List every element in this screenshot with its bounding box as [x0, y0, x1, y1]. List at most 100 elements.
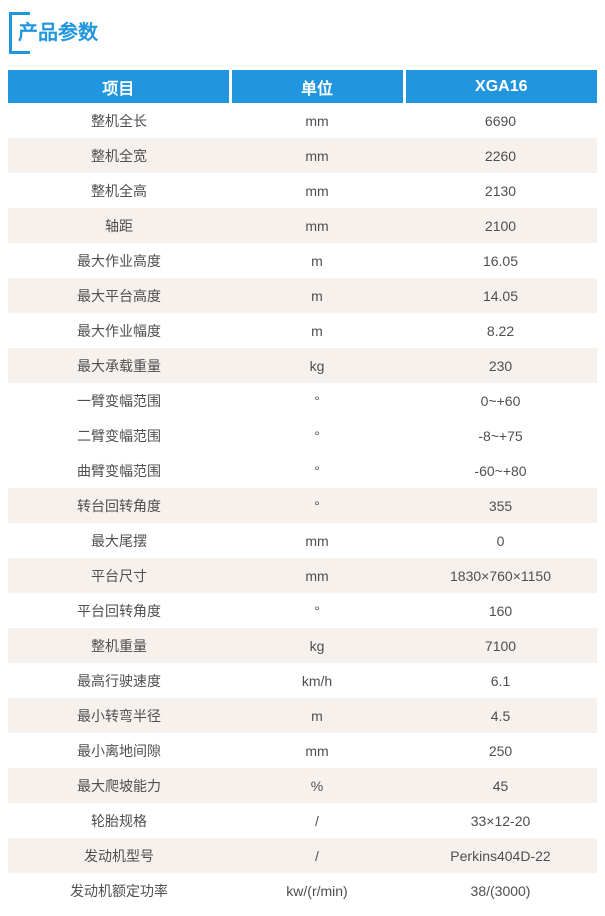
item-cell: 二臂变幅范围 [77, 427, 161, 444]
unit-cell: km/h [301, 672, 333, 689]
section-header: 产品参数 [9, 12, 98, 54]
unit-cell: mm [305, 147, 329, 164]
value-cell: 7100 [484, 637, 517, 654]
item-cell: 最大作业高度 [77, 252, 161, 269]
table-row: 最大作业幅度 m 8.22 [8, 313, 597, 348]
value-cell: 160 [488, 602, 513, 619]
table-row: 轮胎规格 / 33×12-20 [8, 803, 597, 838]
unit-cell: mm [305, 532, 329, 549]
value-cell: 33×12-20 [470, 812, 531, 829]
table-row: 最大爬坡能力% 45 [8, 768, 597, 803]
unit-cell: m [311, 287, 323, 304]
value-cell: 8.22 [486, 322, 515, 339]
item-cell: 整机重量 [91, 637, 147, 654]
spec-table: 项目 单位 XGA16 整机全长 mm 6690 整机全宽 mm 2260 整机全高 mm 21… [8, 70, 597, 908]
table-row: 一臂变幅范围 ° 0~+60 [8, 383, 597, 418]
table-row: 最大尾摆 mm 0 [8, 523, 597, 558]
table-row: 最高行驶速度 km/h 6.1 [8, 663, 597, 698]
unit-cell: % [310, 777, 324, 794]
value-cell: 45 [492, 777, 509, 794]
value-cell: 14.05 [482, 287, 519, 304]
unit-cell: ° [314, 602, 320, 619]
value-cell: 4.5 [490, 707, 511, 724]
unit-cell: mm [305, 112, 329, 129]
table-row: 平台尺寸 mm 1830×760×1150 [8, 558, 597, 593]
unit-cell: mm [305, 742, 329, 759]
table-row: 转台回转角度 ° 355 [8, 488, 597, 523]
value-cell: 16.05 [482, 252, 519, 269]
value-cell: 2130 [484, 182, 517, 199]
value-cell: 230 [488, 357, 513, 374]
table-row: 发动机型号 / Perkins404D-22 [8, 838, 597, 873]
item-cell: 平台回转角度 [77, 602, 161, 619]
title-bracket-decoration [9, 12, 30, 54]
column-header-item: 项目 [8, 70, 230, 103]
unit-cell: ° [314, 462, 320, 479]
table-row: 轴距 mm 2100 [8, 208, 597, 243]
item-cell: 转台回转角度 [77, 497, 161, 514]
table-row: 最小转弯半径 m 4.5 [8, 698, 597, 733]
value-cell: 0~+60 [480, 392, 521, 409]
item-cell: 最大爬坡能力 [77, 777, 161, 794]
table-row: 整机全高 mm 2130 [8, 173, 597, 208]
table-header-row: 项目 单位 XGA16 [8, 70, 597, 103]
item-cell: 轴距 [105, 217, 133, 234]
unit-cell: kg [309, 637, 325, 654]
item-cell: 轮胎规格 [91, 812, 147, 829]
value-cell: -60~+80 [474, 462, 527, 479]
item-cell: 最大平台高度 [77, 287, 161, 304]
value-cell: -8~+75 [478, 427, 523, 444]
unit-cell: mm [305, 567, 329, 584]
table-row: 发动机额定功率 kw/(r/min) 38/(3000) [8, 873, 597, 908]
table-row: 二臂变幅范围 ° -8~+75 [8, 418, 597, 453]
unit-cell: kg [309, 357, 325, 374]
column-header-model: XGA16 [402, 70, 597, 103]
table-row: 最大作业高度 m 16.05 [8, 243, 597, 278]
item-cell: 最小离地间隙 [77, 742, 161, 759]
item-cell: 一臂变幅范围 [77, 392, 161, 409]
value-cell: 6690 [484, 112, 517, 129]
value-cell: 0 [496, 532, 505, 549]
item-cell: 整机全高 [91, 182, 147, 199]
unit-cell: mm [305, 217, 329, 234]
table-row: 最大承载重量 kg 230 [8, 348, 597, 383]
table-row: 平台回转角度 ° 160 [8, 593, 597, 628]
item-cell: 整机全宽 [91, 147, 147, 164]
unit-cell: / [315, 847, 319, 864]
unit-cell: m [311, 707, 323, 724]
item-cell: 最大作业幅度 [77, 322, 161, 339]
item-cell: 发动机型号 [84, 847, 154, 864]
item-cell: 最高行驶速度 [77, 672, 161, 689]
table-row: 整机重量 kg 7100 [8, 628, 597, 663]
unit-cell: ° [314, 497, 320, 514]
value-cell: 355 [488, 497, 513, 514]
unit-cell: ° [314, 392, 320, 409]
unit-cell: kw/(r/min) [286, 882, 348, 899]
value-cell: 1830×760×1150 [450, 567, 551, 584]
value-cell: 38/(3000) [470, 882, 531, 899]
unit-cell: m [311, 252, 323, 269]
item-cell: 最小转弯半径 [77, 707, 161, 724]
unit-cell: ° [314, 427, 320, 444]
unit-cell: mm [305, 182, 329, 199]
value-cell: 2260 [484, 147, 517, 164]
unit-cell: m [311, 322, 323, 339]
value-cell: 6.1 [490, 672, 511, 689]
table-row: 最大平台高度 m 14.05 [8, 278, 597, 313]
item-cell: 最大承载重量 [77, 357, 161, 374]
item-cell: 曲臂变幅范围 [77, 462, 161, 479]
item-cell: 整机全长 [91, 112, 147, 129]
spec-table-body: 整机全长 mm 6690 整机全宽 mm 2260 整机全高 mm 2130 轴距 mm 2100 最大… [8, 103, 597, 908]
value-cell: 2100 [484, 217, 517, 234]
page-title: 产品参数 [18, 22, 98, 44]
table-row: 曲臂变幅范围 ° -60~+80 [8, 453, 597, 488]
column-header-unit: 单位 [228, 70, 404, 103]
item-cell: 最大尾摆 [91, 532, 147, 549]
item-cell: 平台尺寸 [91, 567, 147, 584]
item-cell: 发动机额定功率 [70, 882, 168, 899]
value-cell: 250 [488, 742, 513, 759]
unit-cell: / [315, 812, 319, 829]
table-row: 最小离地间隙 mm 250 [8, 733, 597, 768]
table-row: 整机全长 mm 6690 [8, 103, 597, 138]
value-cell: Perkins404D-22 [450, 847, 551, 864]
